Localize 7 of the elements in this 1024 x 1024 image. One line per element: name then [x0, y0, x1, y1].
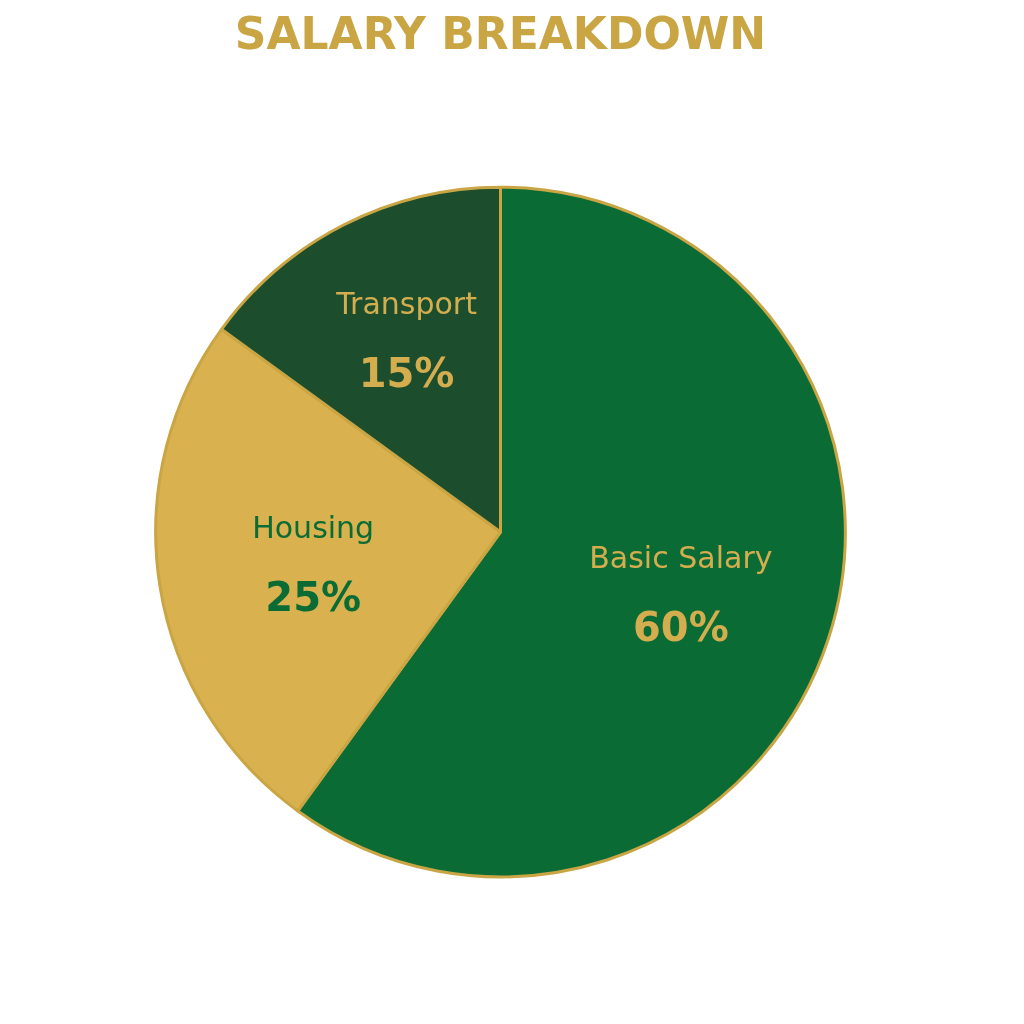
slice-label: Basic Salary	[589, 540, 773, 576]
slice-label: Housing	[252, 509, 375, 545]
data-label: 25%	[265, 573, 362, 620]
data-label: 60%	[633, 604, 729, 651]
slice-label: Transport	[335, 286, 478, 322]
chart-title: SALARY BREAKDOWN	[234, 7, 767, 59]
data-label: 15%	[358, 350, 455, 397]
